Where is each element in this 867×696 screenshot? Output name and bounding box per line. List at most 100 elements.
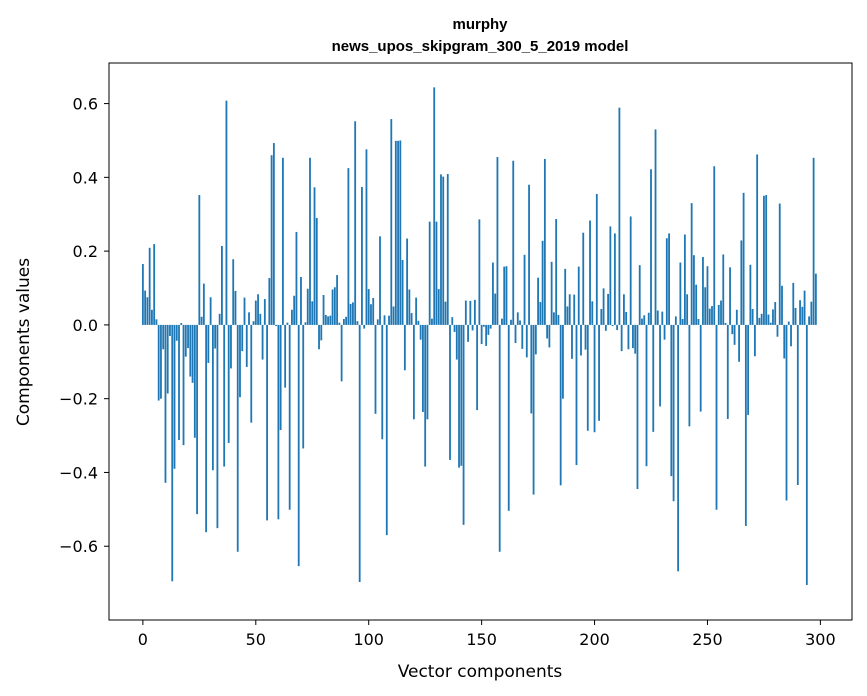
bar xyxy=(169,324,171,336)
bar xyxy=(216,324,219,529)
chart-title-line-2: news_upos_skipgram_300_5_2019 model xyxy=(332,38,629,55)
plot-frame xyxy=(108,62,853,621)
bar xyxy=(173,324,176,469)
x-tick-label: 200 xyxy=(579,630,610,649)
bar xyxy=(385,324,388,536)
bar xyxy=(467,324,469,342)
bar xyxy=(733,324,736,345)
bar xyxy=(796,324,799,485)
bar xyxy=(399,140,402,325)
bar xyxy=(480,324,483,345)
bar xyxy=(636,324,639,490)
bar xyxy=(458,324,460,468)
bar xyxy=(627,324,630,350)
bar xyxy=(681,319,684,325)
bar xyxy=(223,324,226,467)
x-axis-ticks: 0 50 100 150 200 250 300 xyxy=(138,620,836,649)
bar xyxy=(787,321,790,325)
bar xyxy=(293,295,296,325)
bar xyxy=(656,310,659,325)
y-axis-label: Components values xyxy=(14,258,34,426)
bar xyxy=(647,312,650,325)
bar xyxy=(541,240,544,325)
bar xyxy=(715,324,718,510)
x-tick-label: 100 xyxy=(353,630,384,649)
bar xyxy=(812,157,815,325)
bar xyxy=(546,324,549,339)
bar xyxy=(706,266,709,325)
bar xyxy=(699,324,702,412)
bar xyxy=(742,192,745,325)
bar xyxy=(187,324,189,349)
bar xyxy=(257,294,259,325)
bar xyxy=(613,233,616,325)
bar xyxy=(417,320,420,325)
bar xyxy=(200,316,203,325)
bar xyxy=(478,219,481,325)
bar xyxy=(144,290,147,325)
y-tick-label: 0.4 xyxy=(73,168,98,187)
bar xyxy=(329,315,332,325)
bar xyxy=(589,220,591,325)
chart-title-line-1: murphy xyxy=(452,16,508,33)
bar xyxy=(496,157,499,325)
bar xyxy=(507,324,510,511)
bar xyxy=(261,324,264,360)
bar xyxy=(209,297,212,325)
bar xyxy=(435,221,438,325)
bar xyxy=(765,195,768,325)
bar xyxy=(747,324,750,415)
bar xyxy=(695,284,698,325)
bar xyxy=(431,318,433,325)
y-tick-label: 0.6 xyxy=(73,95,98,114)
bar xyxy=(180,323,183,325)
bar xyxy=(352,302,354,325)
bar xyxy=(568,294,571,325)
bar xyxy=(193,324,196,438)
bar xyxy=(345,316,348,325)
y-tick-label: 0.0 xyxy=(73,316,98,335)
bar xyxy=(338,322,341,325)
bar xyxy=(433,87,436,325)
bar xyxy=(620,324,623,352)
bar xyxy=(645,324,648,467)
bar xyxy=(638,265,641,325)
bar xyxy=(530,324,533,414)
bar xyxy=(370,304,372,325)
bar xyxy=(166,324,169,394)
bar xyxy=(580,324,582,356)
bar xyxy=(679,262,682,325)
bar xyxy=(230,324,232,369)
bar xyxy=(146,297,149,325)
y-axis-ticks: −0.6 −0.4 −0.2 0.0 0.2 0.4 0.6 xyxy=(59,95,109,556)
bar xyxy=(322,295,325,325)
bar xyxy=(424,324,427,467)
bar xyxy=(376,319,379,325)
bar xyxy=(419,324,422,340)
bar xyxy=(783,324,786,359)
bar xyxy=(711,306,713,325)
bar xyxy=(586,324,589,431)
bar xyxy=(239,324,241,398)
bar xyxy=(566,306,569,325)
bar xyxy=(141,264,144,325)
bar xyxy=(749,264,752,325)
bar xyxy=(763,195,765,325)
bar xyxy=(482,324,485,327)
bar xyxy=(652,324,655,432)
bar xyxy=(704,287,707,325)
bar xyxy=(164,324,167,483)
bar xyxy=(315,217,318,325)
bar xyxy=(769,322,772,325)
bar xyxy=(397,140,399,325)
bar xyxy=(381,324,384,440)
bar xyxy=(485,324,488,346)
bar xyxy=(772,309,774,325)
x-tick-label: 0 xyxy=(138,630,148,649)
bar xyxy=(758,317,761,325)
bar xyxy=(306,288,309,325)
bar xyxy=(774,302,777,325)
bar xyxy=(437,289,440,325)
bar xyxy=(634,324,637,354)
